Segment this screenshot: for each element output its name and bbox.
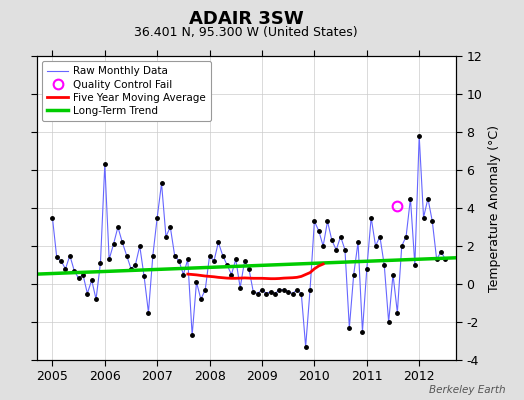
Five Year Moving Average [233,276,239,281]
Text: Berkeley Earth: Berkeley Earth [429,385,506,395]
Raw Monthly Data [276,287,282,292]
Five Year Moving Average [198,273,204,278]
Raw Monthly Data [49,215,56,220]
Raw Monthly Data [150,253,156,258]
Five Year Moving Average [242,276,248,280]
Raw Monthly Data [141,274,147,279]
Legend: Raw Monthly Data, Quality Control Fail, Five Year Moving Average, Long-Term Tren: Raw Monthly Data, Quality Control Fail, … [42,61,211,121]
Five Year Moving Average [237,276,243,280]
Five Year Moving Average [224,276,230,280]
Raw Monthly Data [97,261,104,266]
Five Year Moving Average [259,276,265,281]
Five Year Moving Average [193,272,200,277]
Raw Monthly Data [442,257,449,262]
Five Year Moving Average [281,276,287,280]
Five Year Moving Average [315,264,322,268]
Five Year Moving Average [246,276,252,280]
Raw Monthly Data [302,344,309,349]
Five Year Moving Average [189,272,195,277]
Five Year Moving Average [184,272,191,276]
Five Year Moving Average [289,275,296,280]
Text: 36.401 N, 95.300 W (United States): 36.401 N, 95.300 W (United States) [135,26,358,39]
Five Year Moving Average [294,275,300,280]
Raw Monthly Data [438,249,444,254]
Five Year Moving Average [206,274,213,279]
Five Year Moving Average [285,276,291,280]
Five Year Moving Average [250,276,256,281]
Text: ADAIR 3SW: ADAIR 3SW [189,10,303,28]
Line: Raw Monthly Data: Raw Monthly Data [52,136,445,347]
Y-axis label: Temperature Anomaly (°C): Temperature Anomaly (°C) [488,124,501,292]
Five Year Moving Average [307,270,313,275]
Five Year Moving Average [311,266,318,271]
Five Year Moving Average [298,274,304,279]
Five Year Moving Average [202,274,209,278]
Five Year Moving Average [255,276,261,281]
Five Year Moving Average [211,274,217,279]
Five Year Moving Average [215,275,222,280]
Five Year Moving Average [220,275,226,280]
Five Year Moving Average [276,276,282,281]
Five Year Moving Average [263,276,269,281]
Raw Monthly Data [386,320,392,324]
Five Year Moving Average [228,276,235,281]
Five Year Moving Average [320,262,326,266]
Five Year Moving Average [302,272,309,277]
Five Year Moving Average [268,276,274,281]
Line: Five Year Moving Average: Five Year Moving Average [188,264,323,279]
Five Year Moving Average [272,276,278,281]
Raw Monthly Data [416,134,422,138]
